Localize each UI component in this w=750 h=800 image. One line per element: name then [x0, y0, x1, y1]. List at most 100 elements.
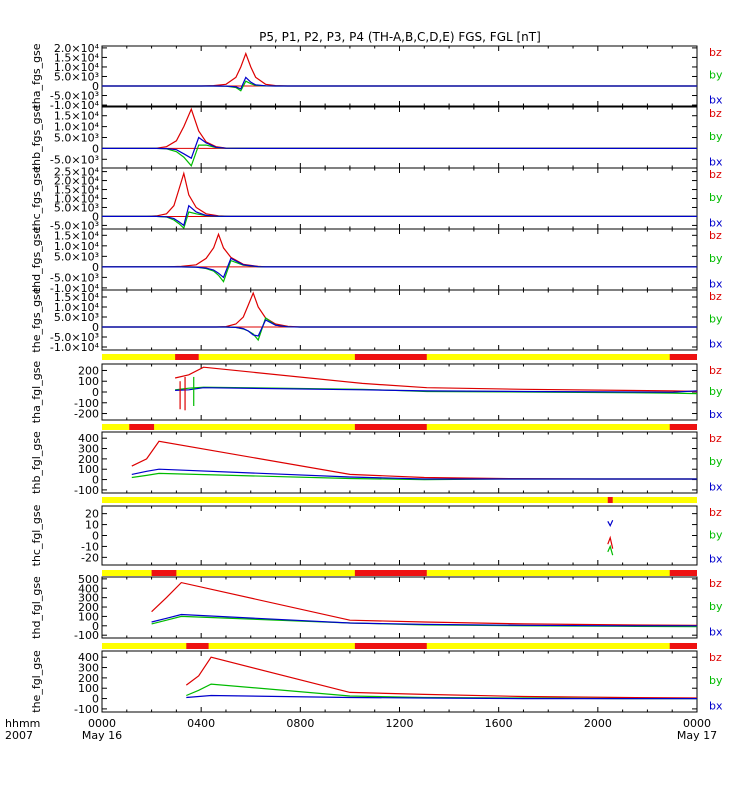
state-bar-red-segment [354, 643, 427, 649]
x-date-label: May 16 [82, 729, 122, 742]
legend-by: by [709, 385, 723, 398]
y-tick-label: 100 [78, 375, 99, 388]
year-label: 2007 [5, 729, 33, 742]
x-tick-label: 0800 [286, 717, 314, 730]
bx-series-line [102, 204, 697, 227]
y-tick-label: 200 [78, 364, 99, 377]
bz-series-line [102, 51, 697, 87]
bz-series-line [102, 171, 697, 217]
panel-frame [101, 576, 698, 639]
y-tick-label: -5.0×10³ [50, 219, 99, 232]
y-tick-label: 400 [78, 651, 99, 664]
x-tick-label: 2000 [584, 717, 612, 730]
y-tick-label: 0 [92, 142, 99, 155]
legend-bx: bx [709, 699, 723, 712]
bz-series-line [102, 107, 697, 149]
legend-bz: bz [709, 168, 722, 181]
bx-series-line [186, 694, 697, 700]
bx-series-line [102, 136, 697, 160]
y-tick-label: 400 [78, 432, 99, 445]
y-tick-label: 0 [92, 474, 99, 487]
y-tick-label: -100 [74, 397, 99, 410]
y-tick-label: 200 [78, 672, 99, 685]
bx-series-line [102, 76, 697, 90]
panel-frame [101, 289, 698, 351]
legend-bz: bz [709, 229, 722, 242]
y-tick-label: 5.0×10³ [54, 250, 99, 263]
y-tick-label: 0 [92, 210, 99, 223]
y-tick-label: 1.5×10⁴ [54, 184, 100, 197]
x-tick-label: 0000 [88, 717, 116, 730]
x-tick-label: 0000 [683, 717, 711, 730]
state-bar-red-segment [151, 570, 177, 576]
bz-series-line [102, 291, 697, 328]
state-bar-red-segment [669, 570, 697, 576]
y-tick-label: -10 [81, 540, 99, 553]
legend-by: by [709, 252, 723, 265]
state-bar-red-segment [186, 643, 209, 649]
y-tick-label: 0 [92, 386, 99, 399]
panel-1: 2.0×10⁴1.5×10⁴1.0×10⁴5.0×10³0-5.0×10³-1.… [30, 42, 723, 112]
y-tick-label: 1.0×10⁴ [54, 193, 100, 206]
y-tick-label: 2.5×10⁴ [54, 166, 100, 179]
x-date-label: May 17 [677, 729, 717, 742]
legend-by: by [709, 674, 723, 687]
y-tick-label: 0 [92, 693, 99, 706]
panel-frame [101, 505, 698, 566]
y-tick-label: -100 [74, 484, 99, 497]
state-bar-red-segment [175, 354, 199, 360]
y-tick-label: -1.0×10⁴ [50, 282, 100, 295]
by-series-line [102, 259, 697, 283]
legend-by: by [709, 455, 723, 468]
state-bar-red-segment [607, 497, 613, 503]
state-bar-red-segment [669, 354, 697, 360]
y-axis-label: thd_fgl_gse [30, 576, 43, 639]
legend-by: by [709, 130, 723, 143]
y-tick-label: 1.0×10⁴ [54, 121, 100, 134]
plot-title: P5, P1, P2, P3, P4 (TH-A,B,C,D,E) FGS, F… [259, 30, 541, 44]
legend-bx: bx [709, 337, 723, 350]
legend-bz: bz [709, 46, 722, 59]
legend-bz: bz [709, 432, 722, 445]
legend-bx: bx [709, 408, 723, 421]
legend-bx: bx [709, 277, 723, 290]
bz-series-line [151, 581, 698, 626]
bx-series-line [131, 468, 697, 480]
panel-3: 2.5×10⁴2.0×10⁴1.5×10⁴1.0×10⁴5.0×10³0-5.0… [30, 166, 723, 233]
legend-bz: bz [709, 577, 722, 590]
bx-series-line [607, 519, 614, 528]
legend-bx: bx [709, 625, 723, 638]
state-bar-red-segment [669, 424, 697, 430]
legend-bz: bz [709, 107, 722, 120]
legend-bx: bx [709, 155, 723, 168]
y-axis-label: thb_fgl_gse [30, 431, 43, 494]
by-series-line [102, 317, 697, 342]
y-axis-label: thb_fgs_gse [30, 105, 43, 171]
y-tick-label: 5.0×10³ [54, 201, 99, 214]
y-tick-label: 1.5×10⁴ [54, 229, 100, 242]
y-tick-label: 0 [92, 620, 99, 633]
legend-by: by [709, 313, 723, 326]
state-bar-red-segment [354, 424, 427, 430]
x-tick-label: 0400 [187, 717, 215, 730]
legend-bz: bz [709, 651, 722, 664]
y-tick-label: 5.0×10³ [54, 311, 99, 324]
y-tick-label: -100 [74, 703, 99, 716]
y-tick-label: 400 [78, 582, 99, 595]
panel-frame [101, 431, 698, 494]
panels-group: 2.0×10⁴1.5×10⁴1.0×10⁴5.0×10³0-5.0×10³-1.… [30, 42, 723, 716]
state-bar-red-segment [669, 643, 697, 649]
y-tick-label: -100 [74, 629, 99, 642]
y-tick-label: 2.0×10⁴ [54, 175, 100, 188]
hhmm-label: hhmm [5, 717, 40, 730]
by-series-line [607, 544, 614, 556]
y-tick-label: -5.0×10³ [50, 153, 99, 166]
y-tick-label: 1.5×10⁴ [54, 110, 100, 123]
legend-bz: bz [709, 364, 722, 377]
y-axis-label: thc_fgs_gse [30, 166, 43, 231]
